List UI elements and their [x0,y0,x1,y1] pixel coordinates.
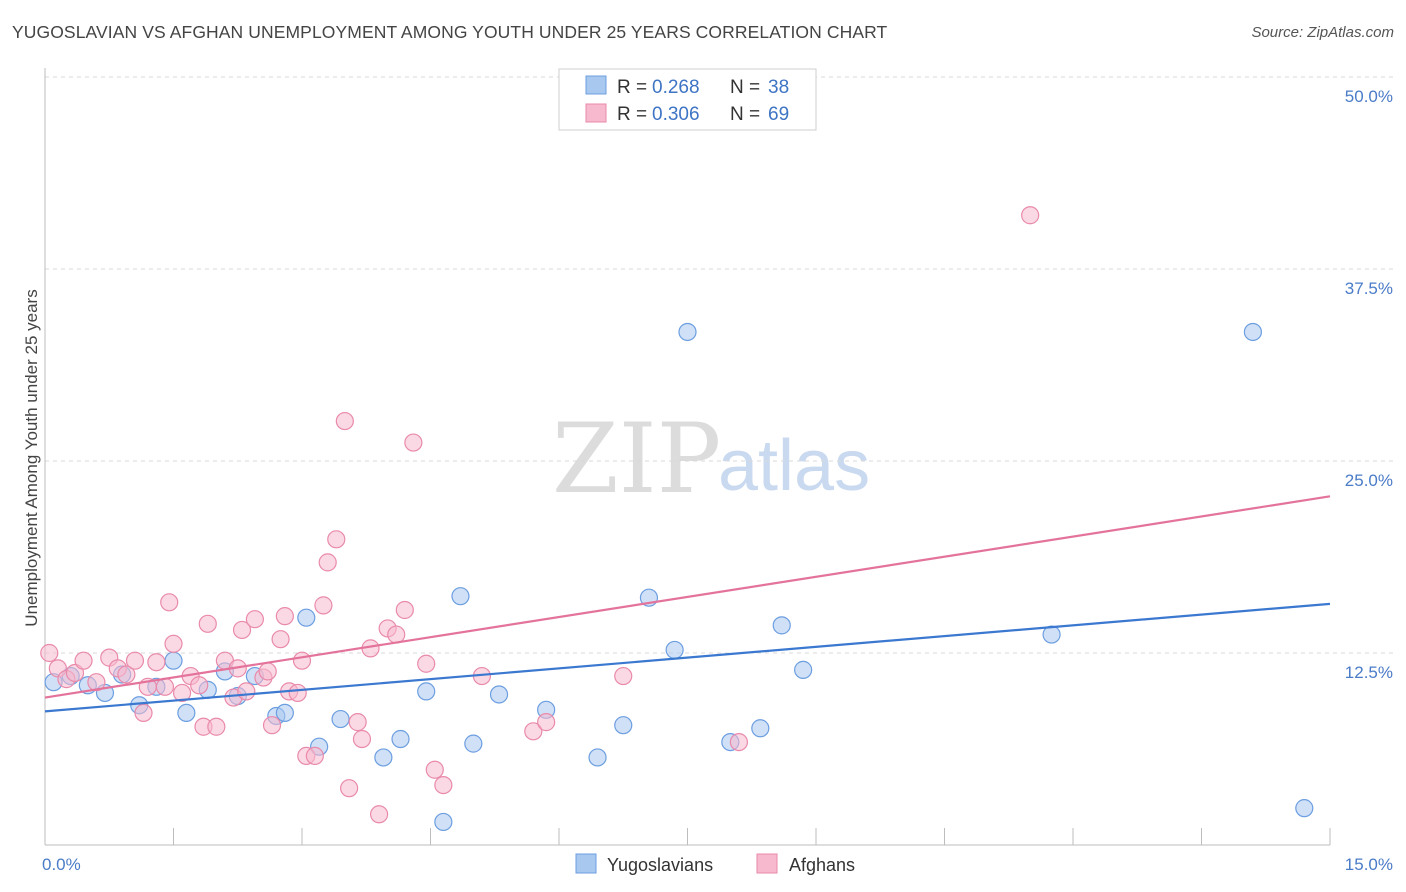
series-legend-label-afghans: Afghans [789,855,855,875]
afghan-point [232,620,252,640]
afghan-point [318,553,337,572]
afghan-point [434,775,453,795]
yugoslavian-point [588,748,607,767]
y-tick-label: 25.0% [1345,471,1393,490]
afghan-point [160,593,179,612]
afghan-point [190,676,209,695]
y-tick-label: 50.0% [1345,87,1393,106]
series-legend-swatch-afghans [756,853,778,874]
afghan-point [327,530,346,549]
afghan-point [614,666,633,686]
yugoslavian-point [451,587,470,606]
afghan-point [314,596,333,615]
afghan-point [198,614,217,633]
afghan-point [305,746,324,766]
afghan-point [74,651,93,670]
afghan-point [87,673,106,692]
afghan-point [40,643,59,663]
afghan-point [164,634,183,653]
yugoslavian-point [751,719,770,738]
yugoslavian-point [614,716,633,735]
afghan-point [271,630,290,649]
yugoslavian-point [391,729,410,749]
yugoslavian-point [374,748,393,767]
afghan-point [404,433,423,452]
afghan-point [370,805,389,824]
yugoslavian-point [1243,322,1263,342]
afghan-point [207,717,226,736]
yugoslavian-point [434,812,453,832]
x-tick-label: 0.0% [42,855,81,874]
afghan-point [288,683,307,703]
afghan-point [524,722,543,741]
afghan-trend-line [44,495,1331,699]
yugoslavian-point [678,322,697,342]
afghan-point [172,683,192,703]
legend-n-label: N = [730,77,760,98]
yugoslavian-point [464,734,483,753]
y-tick-label: 12.5% [1345,663,1393,682]
watermark-atlas: atlas [718,426,870,506]
series-legend: Yugoslavians Afghans [575,853,855,875]
y-tick-label: 37.5% [1345,279,1393,298]
legend-r-label: R = [617,77,647,98]
yugoslavian-point [331,709,350,729]
legend-swatch-yugoslavians [585,75,607,95]
yugoslavian-point [772,616,791,635]
y-axis-title: Unemployment Among Youth under 25 years [22,289,41,626]
afghan-point [262,716,282,735]
afghan-point [275,607,294,626]
afghan-point [292,651,312,670]
afghan-point [258,662,277,681]
afghan-point [348,713,367,732]
legend-n-value: 69 [768,104,789,125]
yugoslavian-point [1295,799,1314,818]
watermark-zip: ZIP [552,403,721,515]
yugoslavian-point [417,682,436,701]
afghan-point [395,600,414,620]
grid-lines [45,76,1395,654]
x-tick-label: 15.0% [1345,855,1393,874]
afghan-point [155,677,175,696]
chart-title: YUGOSLAVIAN VS AFGHAN UNEMPLOYMENT AMONG… [12,22,888,42]
yugoslavian-point [275,703,294,723]
trend-lines [44,495,1331,713]
afghan-point [729,732,749,752]
afghan-point [237,682,256,701]
series-legend-swatch-yugoslavians [575,853,597,874]
afghan-point [417,654,436,673]
afghan-point [147,653,166,672]
legend-n-label: N = [730,104,760,125]
afghan-point [425,760,444,779]
afghan-point [65,663,85,683]
legend-r-value: 0.268 [652,77,700,98]
afghan-point [537,713,556,732]
source-label: Source: ZipAtlas.com [1251,24,1394,41]
tick-marks [44,828,1331,845]
series-legend-label-yugoslavians: Yugoslavians [607,855,713,875]
correlation-legend: R = 0.268 N = 38 R = 0.306 N = 69 [558,68,817,131]
tick-labels: 12.5% 25.0% 37.5% 50.0% 0.0% 15.0% [42,87,1393,874]
afghan-point [340,779,359,798]
afghan-point [117,665,136,684]
legend-swatch-afghans [585,103,607,123]
legend-r-value: 0.306 [652,104,700,125]
afghan-point [134,703,153,723]
afghan-point [125,651,145,670]
legend-r-label: R = [617,104,647,125]
yugoslavian-trend-line [44,602,1331,713]
afghan-point [352,729,372,749]
legend-n-value: 38 [768,77,789,98]
data-points [40,206,1314,832]
yugoslavian-point [164,651,183,670]
afghan-point [245,610,264,629]
afghan-point [335,411,354,431]
yugoslavian-point [794,660,813,679]
yugoslavian-point [297,608,316,627]
afghan-point [1021,206,1040,225]
yugoslavian-point [177,703,196,723]
yugoslavian-point [665,640,684,660]
yugoslavian-point [489,685,509,704]
